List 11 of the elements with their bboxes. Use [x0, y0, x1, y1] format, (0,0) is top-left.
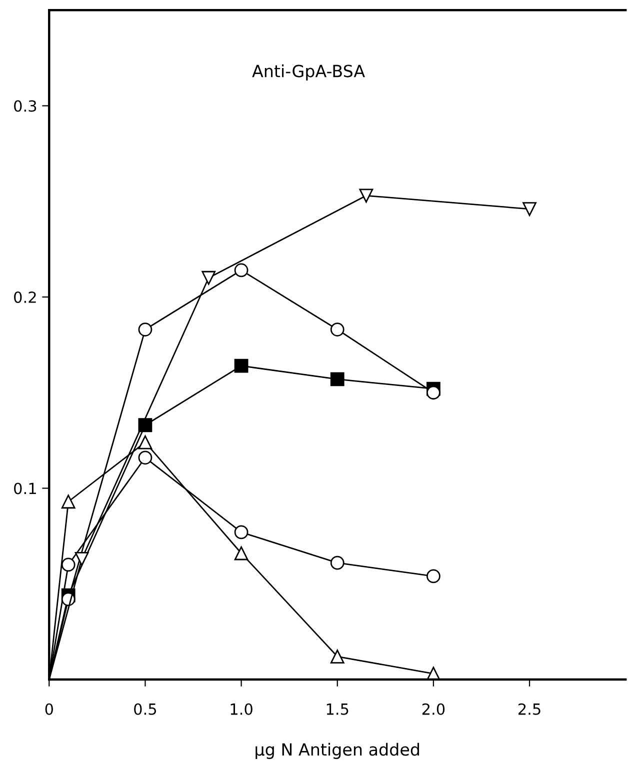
x-tick-label: 2.0 — [422, 703, 445, 715]
x-tick-label: 0.5 — [134, 703, 156, 715]
x-axis-title: μg N Antigen added — [256, 742, 419, 759]
x-tick-label: 1.0 — [230, 703, 252, 715]
y-tick-label: 0.1 — [14, 482, 36, 494]
y-tick-label: 0.2 — [14, 291, 36, 304]
x-tick-label: 2.5 — [518, 703, 540, 715]
x-tick-label: 1.5 — [326, 704, 348, 715]
x-tick-label: 0 — [45, 703, 53, 715]
annotation: Anti-GpA-BSA — [252, 64, 365, 81]
y-tick-label: 0.3 — [14, 100, 36, 112]
